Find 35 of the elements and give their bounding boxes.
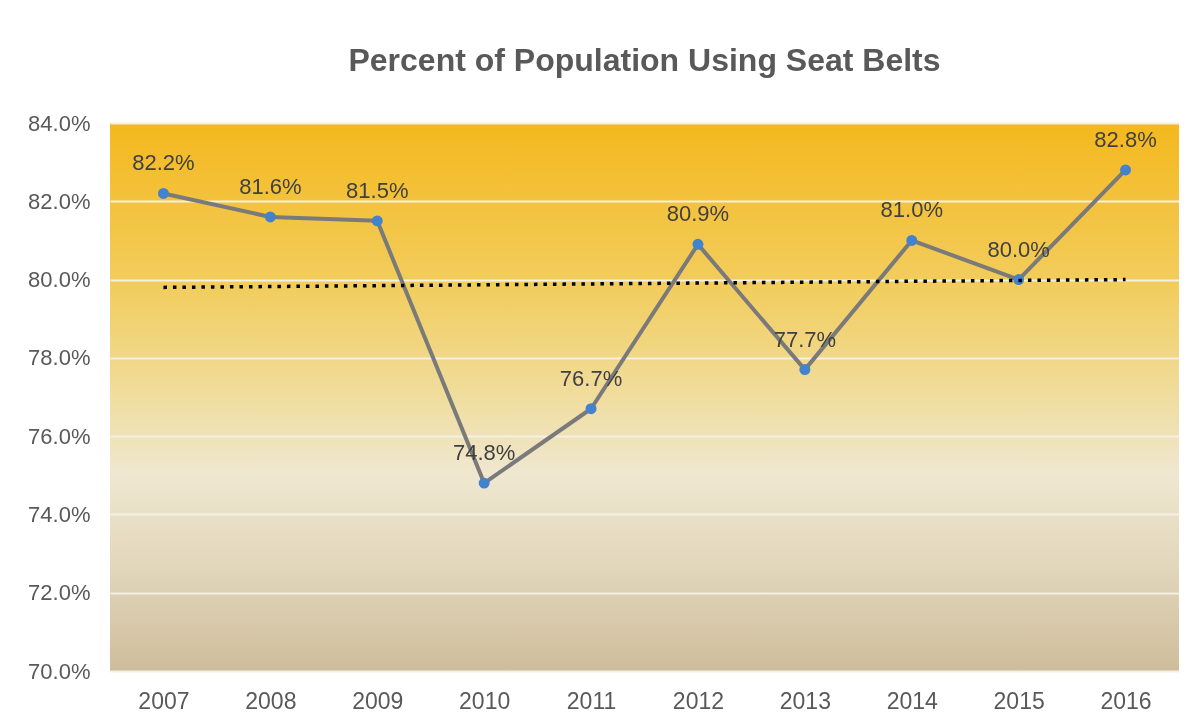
y-tick-label: 72.0% xyxy=(28,580,91,606)
y-tick-label: 82.0% xyxy=(28,188,91,214)
x-tick-label: 2014 xyxy=(886,687,939,714)
point xyxy=(692,238,704,250)
x-tick-label: 2012 xyxy=(672,687,725,714)
chart-title: Percent of Population Using Seat Belts xyxy=(348,42,941,78)
data-label: 82.2% xyxy=(132,150,195,176)
point xyxy=(906,234,918,246)
point xyxy=(264,211,276,223)
x-tick-label: 2013 xyxy=(779,687,831,714)
y-tick-label: 78.0% xyxy=(28,345,91,371)
x-tick-label: 2011 xyxy=(566,687,617,714)
x-tick-label: 2008 xyxy=(245,687,297,714)
data-label: 80.0% xyxy=(987,236,1050,262)
x-tick-label: 2007 xyxy=(138,687,190,714)
point xyxy=(1120,164,1132,176)
point xyxy=(799,364,811,376)
x-tick-label: 2016 xyxy=(1100,687,1152,714)
y-tick-label: 84.0% xyxy=(28,110,91,136)
data-label: 81.6% xyxy=(239,173,302,199)
data-label: 81.0% xyxy=(880,197,943,223)
y-tick-label: 70.0% xyxy=(28,658,91,684)
data-label: 80.9% xyxy=(666,201,730,227)
point xyxy=(157,187,169,199)
point xyxy=(478,477,490,489)
x-tick-label: 2010 xyxy=(459,687,511,714)
x-tick-label: 2009 xyxy=(352,687,404,714)
x-tick-label: 2015 xyxy=(993,687,1045,714)
y-tick-label: 76.0% xyxy=(28,423,91,449)
data-label: 81.5% xyxy=(346,177,409,203)
data-label: 82.8% xyxy=(1094,126,1157,152)
point xyxy=(371,215,383,227)
point xyxy=(585,403,597,415)
y-tick-label: 80.0% xyxy=(28,267,91,293)
y-tick-label: 74.0% xyxy=(28,501,91,527)
